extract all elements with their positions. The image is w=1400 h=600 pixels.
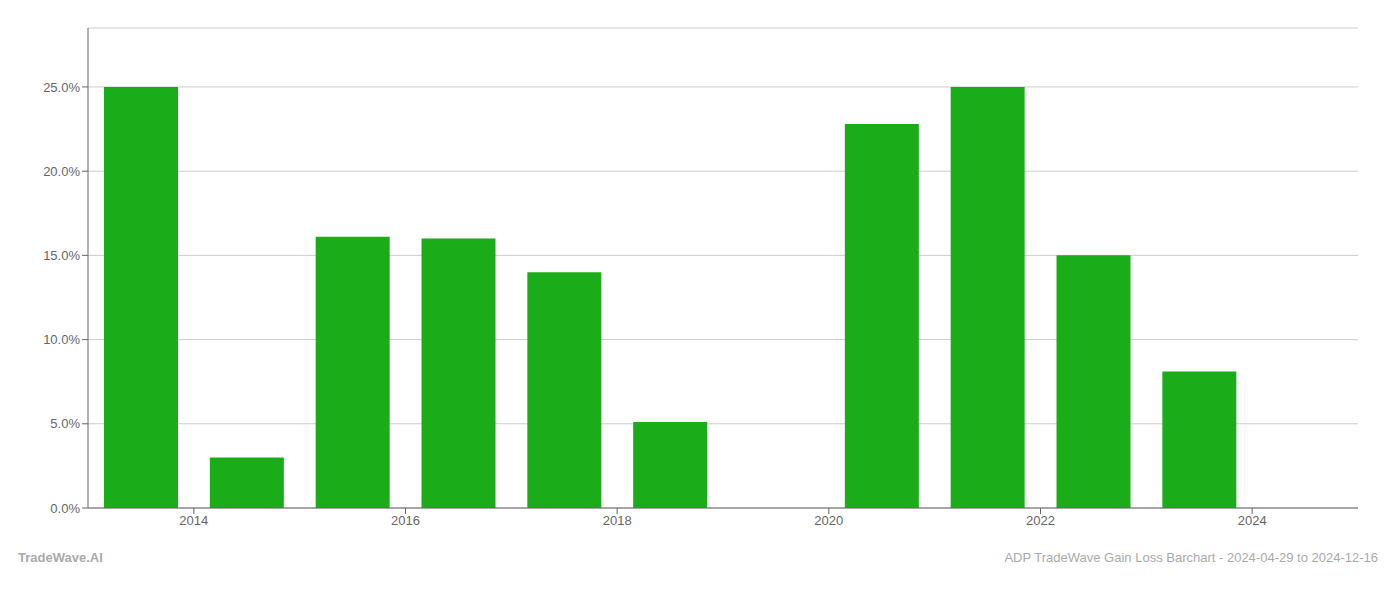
svg-text:20.0%: 20.0% — [43, 164, 80, 179]
html-text:ADP TradeWave Gain Loss Barcha: ADP TradeWave Gain Loss Barchart - 2024-… — [1004, 550, 1378, 565]
html-text:TradeWave.AI: TradeWave.AI — [18, 550, 103, 565]
svg-text:0.0%: 0.0% — [50, 501, 80, 516]
svg-text:2018: 2018 — [603, 513, 632, 528]
svg-text:2020: 2020 — [814, 513, 843, 528]
svg-text:2014: 2014 — [179, 513, 208, 528]
svg-text:2024: 2024 — [1238, 513, 1267, 528]
svg-text:5.0%: 5.0% — [50, 416, 80, 431]
svg-text:2016: 2016 — [391, 513, 420, 528]
svg-text:25.0%: 25.0% — [43, 80, 80, 95]
svg-text:2022: 2022 — [1026, 513, 1055, 528]
svg-text:15.0%: 15.0% — [43, 248, 80, 263]
svg-text:10.0%: 10.0% — [43, 332, 80, 347]
